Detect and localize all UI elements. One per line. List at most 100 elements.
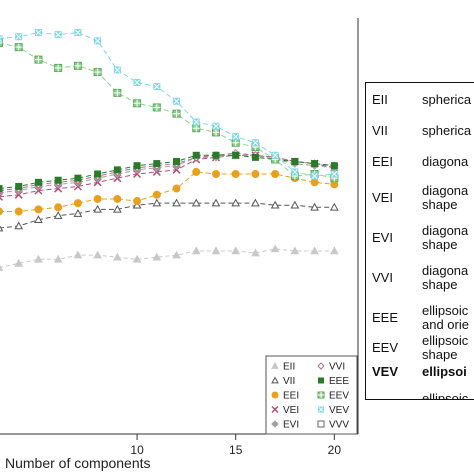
- data-point: [73, 61, 82, 70]
- side-legend-desc-line: shape: [422, 277, 458, 292]
- data-point: [251, 139, 259, 147]
- series-vii: [0, 198, 339, 232]
- side-legend-desc-line: spherica: [422, 92, 472, 107]
- data-point: [310, 178, 319, 187]
- side-legend-desc-line: ellipsoic: [422, 391, 469, 400]
- data-point: [211, 128, 220, 137]
- data-point: [0, 225, 4, 232]
- data-point: [311, 172, 319, 180]
- data-point: [270, 200, 280, 209]
- side-legend-desc: diagona shape: [422, 224, 474, 252]
- side-legend-desc-line: diagona: [422, 154, 469, 169]
- data-point: [330, 170, 338, 178]
- data-point: [173, 158, 181, 166]
- data-point: [172, 184, 181, 193]
- series-vev: [0, 29, 338, 180]
- data-point: [0, 264, 4, 271]
- side-legend-desc: ellipsoi: [422, 365, 474, 379]
- side-legend-desc-line: shape: [422, 197, 458, 212]
- legend-marker: [271, 361, 279, 369]
- legend-marker: [317, 420, 325, 428]
- side-legend-desc-line: ellipsoi: [422, 364, 467, 379]
- data-point: [251, 198, 260, 207]
- side-legend-desc: spherica: [422, 124, 474, 138]
- data-point: [93, 68, 102, 77]
- side-legend-desc-line: diagona: [422, 223, 469, 238]
- data-point: [192, 118, 200, 126]
- data-point: [152, 103, 161, 112]
- data-point: [14, 258, 24, 267]
- legend-entry-vev: VEV: [318, 405, 349, 416]
- side-legend-code: VEI: [372, 190, 393, 205]
- series-vvi: [0, 148, 339, 194]
- data-point: [14, 221, 24, 230]
- side-legend-desc: spherica: [422, 93, 474, 107]
- side-legend-desc-line: diagona: [422, 263, 469, 278]
- legend-label: VEI: [283, 405, 299, 416]
- data-point: [34, 29, 42, 37]
- side-legend-code: VEV: [372, 364, 399, 379]
- series-eev: [0, 38, 339, 183]
- data-point: [133, 78, 141, 86]
- data-point: [310, 202, 319, 211]
- data-point: [93, 194, 102, 203]
- side-legend-code: VVI: [372, 270, 393, 285]
- data-point: [73, 199, 82, 208]
- data-point: [231, 198, 241, 207]
- data-point: [329, 246, 339, 255]
- data-point: [231, 170, 240, 178]
- data-point: [54, 63, 63, 72]
- data-point: [132, 254, 142, 263]
- data-point: [212, 151, 220, 159]
- legend-marker: [318, 406, 324, 413]
- series-line-vev: [0, 32, 335, 177]
- data-point: [291, 158, 299, 166]
- data-point: [73, 208, 83, 217]
- side-legend-desc-line: spherica: [422, 123, 472, 138]
- data-point: [54, 203, 63, 212]
- data-point: [310, 246, 319, 255]
- data-point: [34, 205, 43, 214]
- data-point: [113, 166, 121, 174]
- legend-entry-eei: EEI: [271, 391, 299, 402]
- data-point: [113, 204, 122, 213]
- data-point: [212, 122, 220, 130]
- data-point: [330, 162, 338, 170]
- data-point: [231, 138, 240, 147]
- data-point: [172, 198, 181, 207]
- data-point: [311, 160, 319, 168]
- data-point: [251, 170, 260, 178]
- data-point: [54, 31, 62, 39]
- legend-label: VVV: [329, 420, 349, 431]
- data-point: [53, 211, 63, 219]
- data-point: [152, 190, 161, 199]
- side-legend-code: EEE: [372, 310, 399, 325]
- legend-label: EII: [283, 362, 295, 373]
- data-point: [94, 37, 102, 45]
- x-tick-label: 10: [130, 443, 144, 457]
- data-point: [73, 250, 83, 259]
- series-eei: [0, 167, 339, 216]
- data-point: [133, 99, 142, 108]
- legend-marker: [318, 377, 324, 384]
- side-legend-code: VVV: [372, 399, 398, 400]
- data-point: [329, 202, 339, 211]
- inner-legend-box: [265, 355, 358, 435]
- data-point: [232, 151, 240, 159]
- series-eii: [0, 244, 339, 271]
- data-point: [34, 55, 43, 64]
- series-line-vii: [0, 202, 335, 229]
- legend-entry-vvi: VVI: [317, 362, 345, 373]
- side-legend-desc-line: ellipsoic: [422, 333, 469, 348]
- data-point: [192, 124, 201, 133]
- data-point: [0, 35, 3, 43]
- legend-marker: [271, 420, 279, 428]
- legend-marker: [271, 376, 279, 384]
- legend-entry-eev: EEV: [317, 391, 349, 402]
- data-point: [192, 151, 200, 159]
- side-legend-desc: diagona shape: [422, 184, 474, 212]
- inner-legend: EII VII EEI VEI EVI VVI EEE EEV VEV VVV: [265, 355, 358, 435]
- x-axis: 10 15 20: [130, 434, 341, 457]
